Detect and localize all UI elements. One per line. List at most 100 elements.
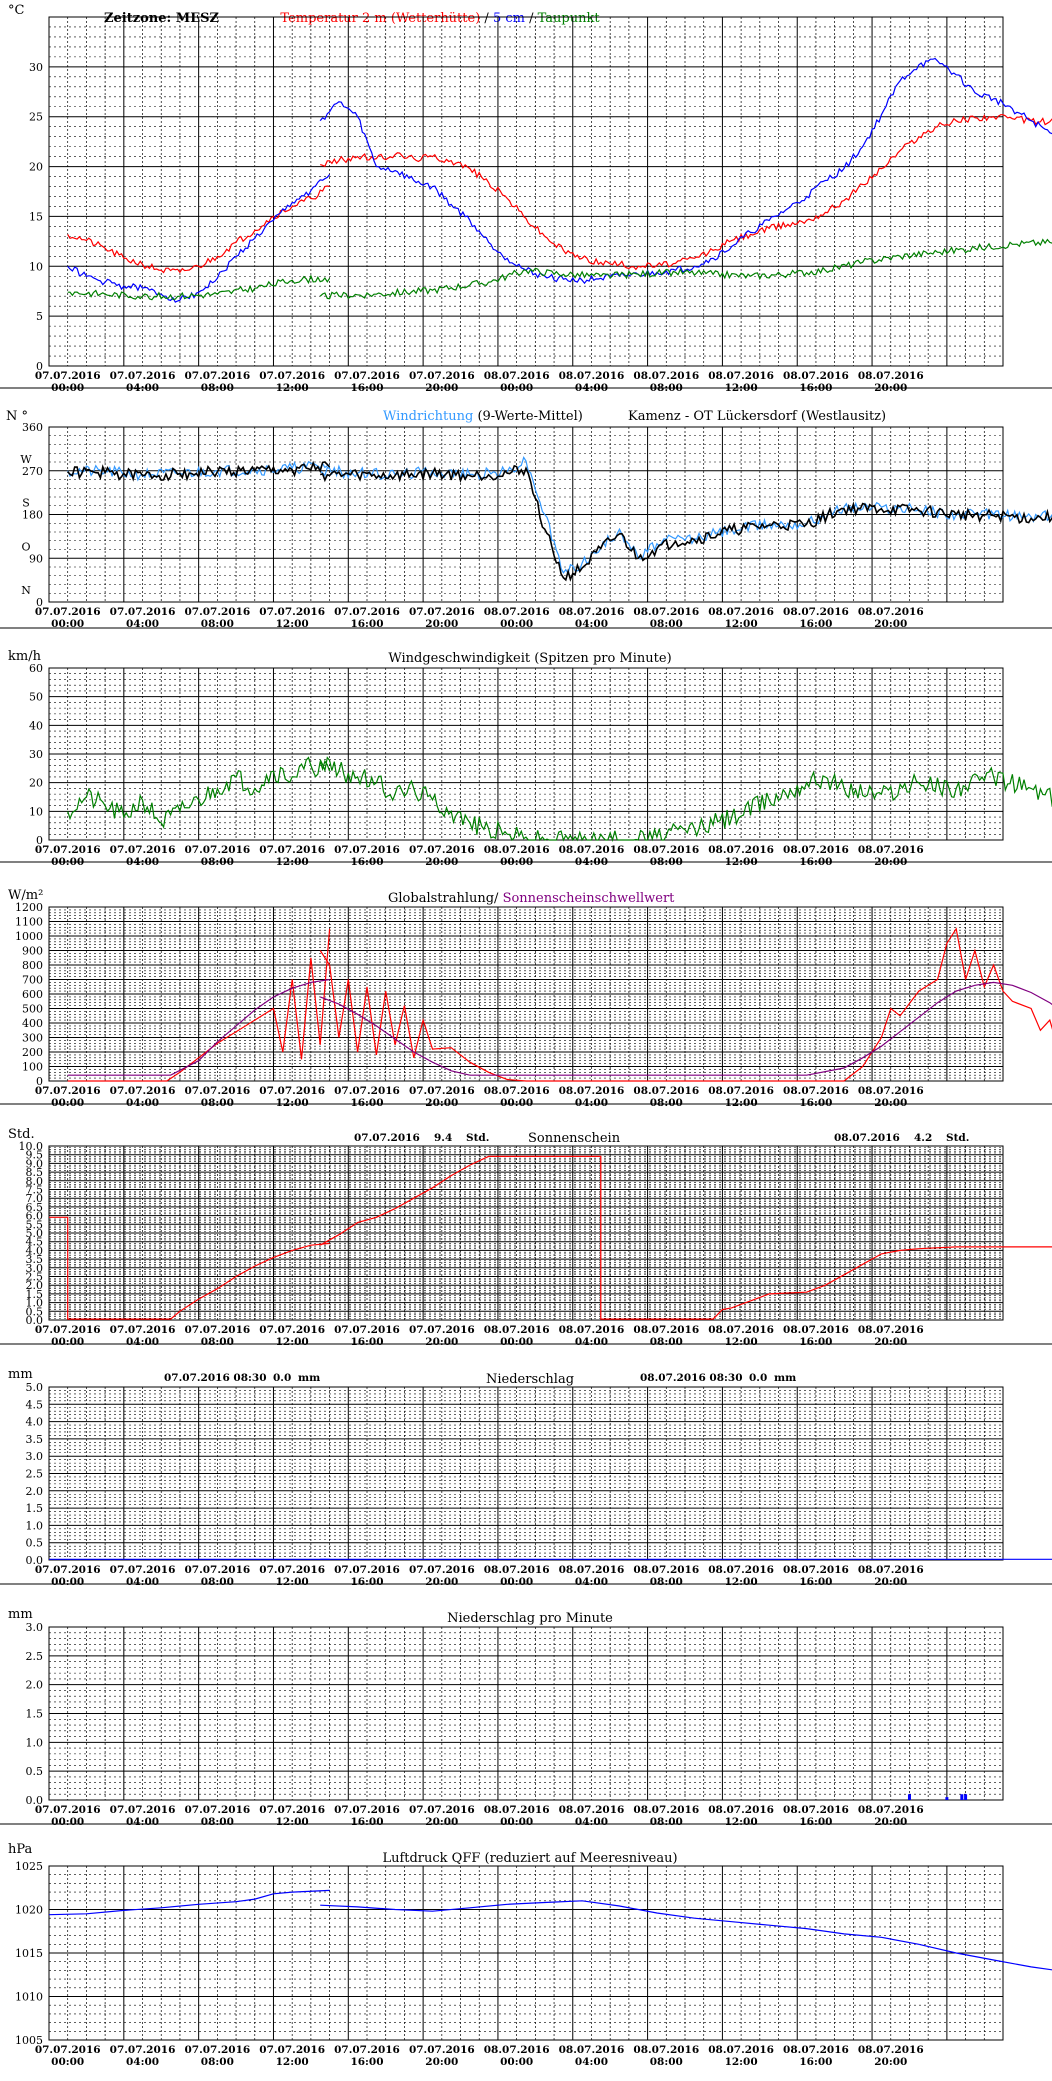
sun-day1-unit: Std.: [466, 1132, 489, 1144]
wspd-xtick-date: 08.07.2016: [858, 844, 924, 856]
sun-xtick-date: 08.07.2016: [633, 1324, 699, 1336]
sun-ytick-label: 4.0: [26, 1244, 44, 1257]
wdir-xtick-time: 16:00: [350, 618, 383, 630]
rainmin-xtick-date: 07.07.2016: [409, 1804, 475, 1816]
sun-ytick-label: 9.0: [26, 1157, 44, 1170]
press-xtick-date: 07.07.2016: [184, 2044, 250, 2056]
rad-unit: W/m²: [8, 888, 43, 903]
rain-xtick-date: 08.07.2016: [484, 1564, 550, 1576]
temp-xtick-date: 08.07.2016: [783, 370, 849, 382]
rad-xtick-date: 08.07.2016: [708, 1085, 774, 1097]
press-xtick-time: 00:00: [51, 2056, 84, 2068]
rain-xtick-date: 07.07.2016: [184, 1564, 250, 1576]
temp-series-line: [320, 114, 1052, 271]
rad-xtick-time: 04:00: [126, 1097, 159, 1109]
temp-xtick-date: 08.07.2016: [633, 370, 699, 382]
wspd-xtick-date: 07.07.2016: [334, 844, 400, 856]
rad-xtick-date: 07.07.2016: [334, 1085, 400, 1097]
wdir-xtick-time: 04:00: [126, 618, 159, 630]
sun-xtick-time: 12:00: [725, 1336, 758, 1348]
sun-xtick-time: 16:00: [350, 1336, 383, 1348]
sun-xtick-date: 07.07.2016: [409, 1324, 475, 1336]
temp-title-sep2: /: [525, 11, 538, 26]
temp-ytick-label: 15: [29, 210, 43, 223]
rain-title: Niederschlag: [486, 1372, 574, 1387]
rad-xtick-time: 08:00: [650, 1097, 683, 1109]
sun-ytick-label: 9.5: [26, 1149, 44, 1162]
sun-ytick-label: 8.0: [26, 1175, 44, 1188]
rad-series-line: [319, 927, 1052, 1082]
rain-ytick-label: 2.5: [26, 1468, 44, 1481]
sun-xtick-time: 20:00: [874, 1336, 907, 1348]
pressure-panel: hPa Luftdruck QFF (reduziert auf Meeresn…: [8, 1842, 678, 1866]
wspd-ytick-label: 20: [29, 777, 43, 790]
rainmin-xtick-time: 16:00: [799, 1816, 832, 1828]
rain-xtick-date: 07.07.2016: [35, 1564, 101, 1576]
wspd-xtick-date: 08.07.2016: [633, 844, 699, 856]
wspd-xtick-date: 08.07.2016: [484, 844, 550, 856]
press-xtick-time: 12:00: [725, 2056, 758, 2068]
wspd-xtick-date: 07.07.2016: [35, 844, 101, 856]
rainmin-xtick-time: 20:00: [874, 1816, 907, 1828]
rain-day2-value: 0.0: [749, 1372, 767, 1384]
press-ytick-label: 1025: [15, 1860, 43, 1873]
temp-xtick-date: 08.07.2016: [708, 370, 774, 382]
sun-ytick-label: 0.5: [26, 1305, 44, 1318]
rainmin-xtick-date: 08.07.2016: [783, 1804, 849, 1816]
precipitation-panel: mm 07.07.2016 08:30 0.0 mm Niederschlag …: [8, 1367, 796, 1387]
wdir-title-blue: Windrichtung: [383, 409, 473, 424]
wdir-xtick-date: 07.07.2016: [409, 606, 475, 618]
rainmin-xtick-time: 00:00: [51, 1816, 84, 1828]
wdir-xtick-date: 07.07.2016: [259, 606, 325, 618]
wspd-ytick-label: 60: [29, 662, 43, 675]
press-xtick-time: 12:00: [276, 2056, 309, 2068]
temp-series-line: [319, 57, 1052, 285]
press-ytick-label: 1010: [15, 1991, 43, 2004]
temp-ytick-label: 30: [29, 61, 43, 74]
press-xtick-date: 08.07.2016: [559, 2044, 625, 2056]
rainmin-xtick-time: 16:00: [350, 1816, 383, 1828]
wdir-dir-label: O: [21, 540, 30, 553]
wspd-grid: 010203040506007.07.201600:0007.07.201604…: [0, 662, 1052, 868]
wspd-title: Windgeschwindigkeit (Spitzen pro Minute): [388, 651, 671, 666]
rainmin-ytick-label: 3.0: [26, 1621, 44, 1634]
wdir-dir-label: S: [22, 497, 30, 510]
wspd-xtick-date: 08.07.2016: [783, 844, 849, 856]
sun-ytick-label: 0.0: [26, 1314, 44, 1327]
rain-day1-stamp: 07.07.2016 08:30: [164, 1372, 267, 1384]
press-xtick-time: 20:00: [425, 2056, 458, 2068]
rad-title-black: Globalstrahlung/: [388, 891, 503, 906]
rainmin-ytick-label: 2.0: [26, 1679, 44, 1692]
precipitation-per-minute-panel: mm Niederschlag pro Minute: [8, 1607, 613, 1626]
temp-ytick-label: 25: [29, 111, 43, 124]
sun-xtick-date: 08.07.2016: [484, 1324, 550, 1336]
rad-xtick-time: 12:00: [276, 1097, 309, 1109]
temp-xtick-date: 07.07.2016: [409, 370, 475, 382]
rad-xtick-date: 08.07.2016: [559, 1085, 625, 1097]
rad-ytick-label: 1200: [15, 901, 43, 914]
sun-ytick-label: 6.0: [26, 1210, 44, 1223]
rad-ytick-label: 600: [22, 988, 43, 1001]
wdir-title: Windrichtung (9-Werte-Mittel): [383, 409, 583, 424]
sun-xtick-date: 08.07.2016: [559, 1324, 625, 1336]
rain-ytick-label: 1.0: [26, 1519, 44, 1532]
sun-xtick-time: 12:00: [276, 1336, 309, 1348]
temp-xtick-date: 07.07.2016: [334, 370, 400, 382]
temp-unit: °C: [8, 3, 25, 18]
wdir-dir-label: W: [20, 453, 32, 466]
rain-xtick-time: 04:00: [575, 1576, 608, 1588]
wdir-ytick-label: 180: [22, 509, 43, 522]
sun-ytick-label: 8.5: [26, 1166, 44, 1179]
sun-xtick-date: 07.07.2016: [35, 1324, 101, 1336]
sun-xtick-date: 07.07.2016: [259, 1324, 325, 1336]
press-xtick-date: 08.07.2016: [858, 2044, 924, 2056]
timezone-label: Zeitzone: MESZ: [104, 11, 219, 26]
rad-ytick-label: 200: [22, 1046, 43, 1059]
press-xtick-time: 20:00: [874, 2056, 907, 2068]
rad-ytick-label: 900: [22, 945, 43, 958]
rad-xtick-date: 08.07.2016: [783, 1085, 849, 1097]
wspd-ytick-label: 10: [29, 805, 43, 818]
press-xtick-date: 08.07.2016: [633, 2044, 699, 2056]
